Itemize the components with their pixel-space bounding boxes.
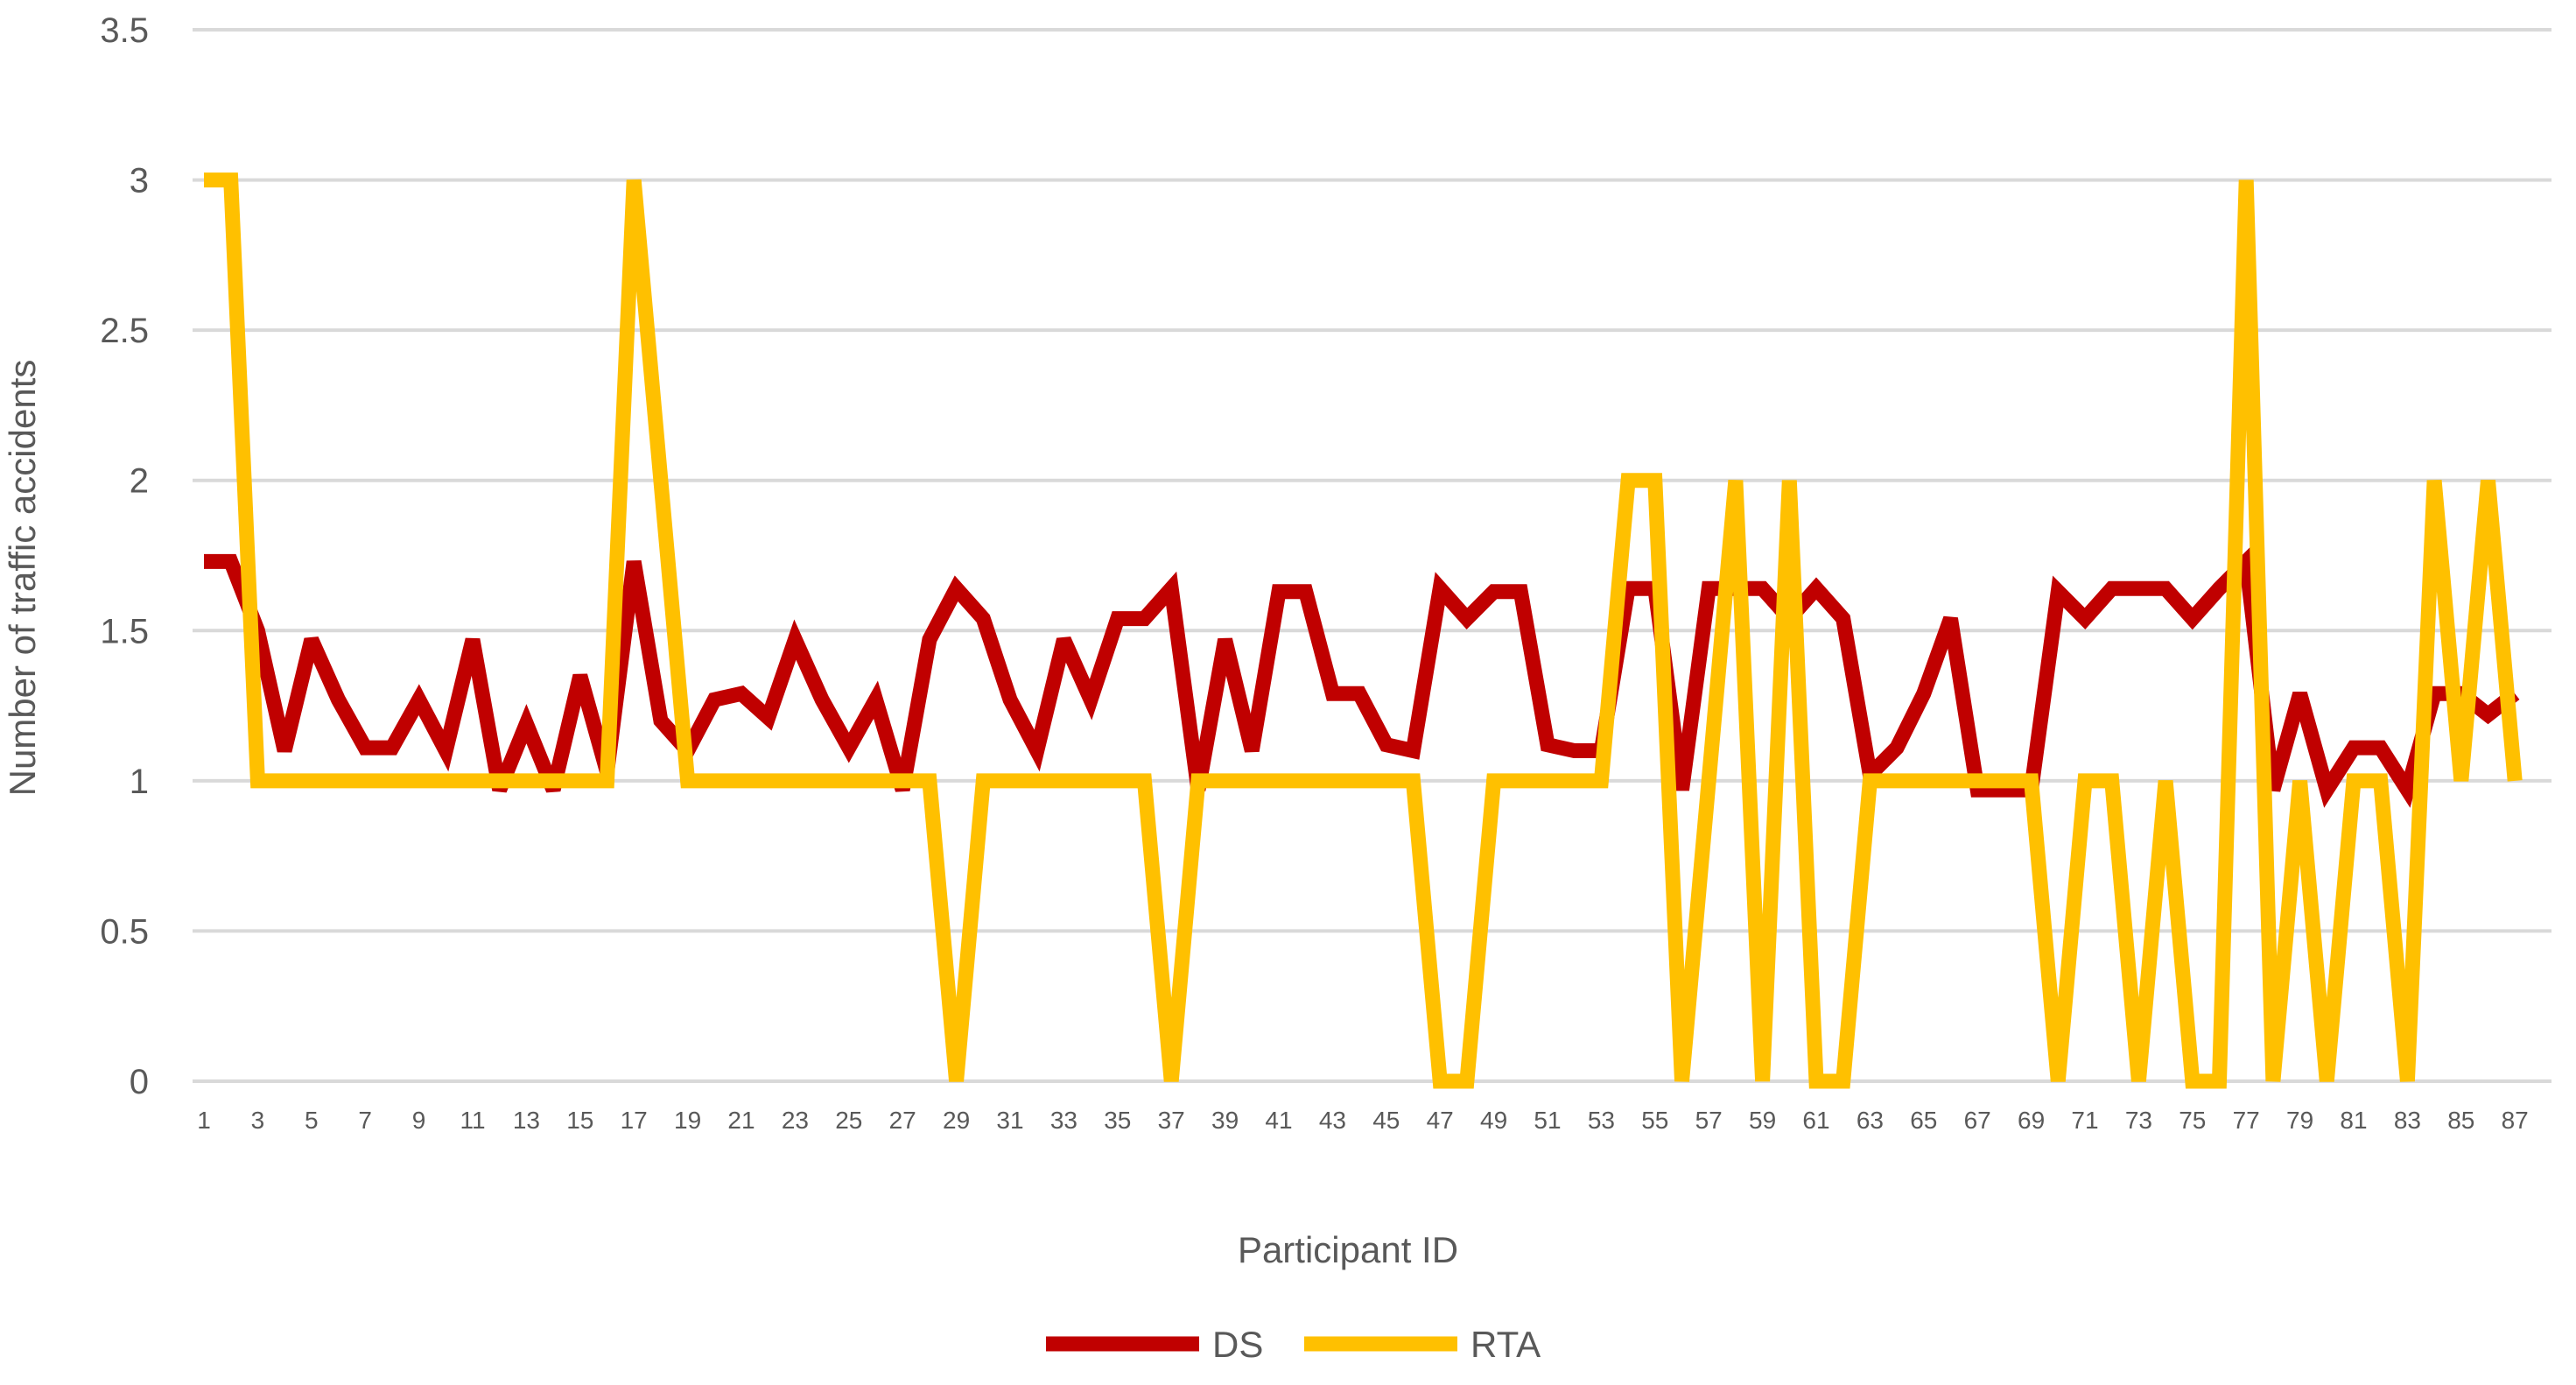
y-tick-label: 2 xyxy=(130,462,149,501)
x-tick-label: 29 xyxy=(943,1107,970,1134)
x-tick-label: 31 xyxy=(996,1107,1023,1134)
series-line-rta xyxy=(204,172,2523,1089)
y-tick-label: 3 xyxy=(130,162,149,200)
x-tick-label: 83 xyxy=(2394,1107,2421,1134)
x-tick-label: 79 xyxy=(2286,1107,2313,1134)
x-tick-label: 87 xyxy=(2502,1107,2529,1134)
x-tick-label: 63 xyxy=(1857,1107,1884,1134)
x-tick-label: 1 xyxy=(197,1107,211,1134)
y-axis-tick-labels: 0 0.5 1 1.5 2 2.5 3 3.5 xyxy=(100,11,149,1101)
x-tick-label: 77 xyxy=(2233,1107,2260,1134)
x-tick-label: 47 xyxy=(1427,1107,1454,1134)
x-tick-label: 57 xyxy=(1695,1107,1723,1134)
legend-label: DS xyxy=(1212,1324,1263,1365)
x-tick-label: 41 xyxy=(1265,1107,1292,1134)
x-tick-label: 3 xyxy=(251,1107,265,1134)
y-tick-label: 1.5 xyxy=(100,612,149,650)
y-tick-label: 0.5 xyxy=(100,912,149,951)
x-tick-label: 5 xyxy=(305,1107,319,1134)
series-lines xyxy=(204,172,2523,1089)
x-tick-label: 35 xyxy=(1104,1107,1131,1134)
x-tick-label: 81 xyxy=(2340,1107,2367,1134)
x-tick-label: 11 xyxy=(460,1107,485,1134)
x-tick-label: 19 xyxy=(674,1107,701,1134)
x-tick-label: 51 xyxy=(1534,1107,1561,1134)
x-tick-label: 55 xyxy=(1641,1107,1668,1134)
x-tick-label: 45 xyxy=(1372,1107,1400,1134)
x-tick-label: 61 xyxy=(1802,1107,1829,1134)
x-tick-label: 75 xyxy=(2179,1107,2206,1134)
x-tick-label: 7 xyxy=(358,1107,372,1134)
x-tick-label: 53 xyxy=(1588,1107,1615,1134)
x-tick-label: 65 xyxy=(1910,1107,1937,1134)
x-tick-label: 21 xyxy=(727,1107,755,1134)
x-tick-label: 69 xyxy=(2018,1107,2045,1134)
x-tick-label: 73 xyxy=(2125,1107,2152,1134)
x-tick-label: 39 xyxy=(1211,1107,1239,1134)
y-tick-label: 1 xyxy=(130,763,149,801)
x-tick-label: 67 xyxy=(1964,1107,1991,1134)
x-tick-label: 37 xyxy=(1158,1107,1185,1134)
y-tick-label: 3.5 xyxy=(100,11,149,50)
x-tick-label: 25 xyxy=(835,1107,862,1134)
x-tick-label: 9 xyxy=(412,1107,426,1134)
legend-item-ds: DS xyxy=(1046,1324,1263,1365)
x-tick-label: 27 xyxy=(889,1107,916,1134)
legend-label: RTA xyxy=(1470,1324,1541,1365)
gridlines xyxy=(193,28,2551,1083)
x-axis-tick-labels: 1 3 5 7 9 11 13 15 17 19 21 23 25 27 29 31 33 35 37 39 41 43 4… xyxy=(197,1107,2529,1134)
x-axis-title: Participant ID xyxy=(1238,1229,1458,1270)
y-axis-title: Number of traffic accidents xyxy=(2,360,43,797)
x-tick-label: 49 xyxy=(1480,1107,1507,1134)
x-tick-label: 33 xyxy=(1050,1107,1077,1134)
x-tick-label: 85 xyxy=(2447,1107,2474,1134)
x-tick-label: 17 xyxy=(621,1107,648,1134)
x-tick-label: 13 xyxy=(513,1107,540,1134)
series-line-ds xyxy=(204,545,2520,808)
y-tick-label: 2.5 xyxy=(100,312,149,350)
x-tick-label: 59 xyxy=(1749,1107,1776,1134)
y-tick-label: 0 xyxy=(130,1063,149,1101)
x-tick-label: 43 xyxy=(1319,1107,1346,1134)
x-tick-label: 23 xyxy=(782,1107,809,1134)
legend-item-rta: RTA xyxy=(1304,1324,1541,1365)
x-tick-label: 71 xyxy=(2071,1107,2098,1134)
legend: DS RTA xyxy=(1046,1324,1541,1365)
x-tick-label: 15 xyxy=(566,1107,593,1134)
